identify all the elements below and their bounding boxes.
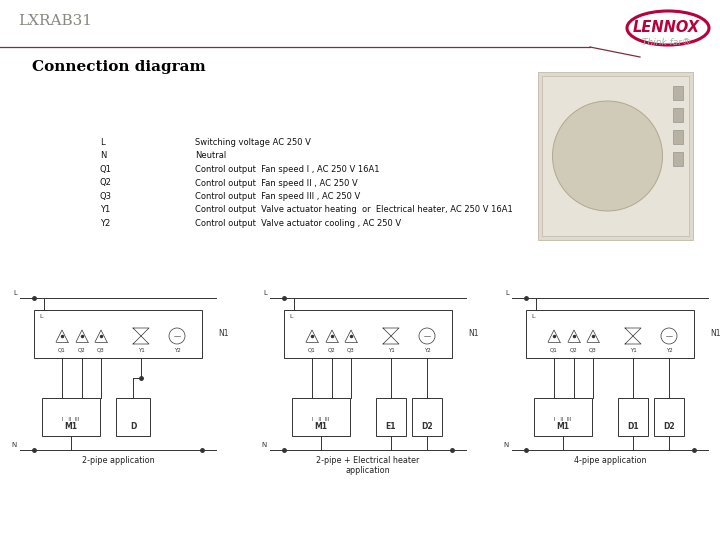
Text: LENNOX: LENNOX <box>632 20 700 35</box>
Text: Switching voltage AC 250 V: Switching voltage AC 250 V <box>195 138 311 147</box>
Text: Q3: Q3 <box>589 348 597 353</box>
Bar <box>618 398 648 436</box>
Text: Y1: Y1 <box>387 348 395 353</box>
Text: Y2: Y2 <box>174 348 181 353</box>
Circle shape <box>552 101 662 211</box>
Bar <box>284 310 452 358</box>
Text: M1: M1 <box>65 422 78 431</box>
Bar <box>116 398 150 436</box>
Text: I   II  III: I II III <box>312 417 330 422</box>
Text: E1: E1 <box>386 422 396 431</box>
Bar <box>42 398 100 436</box>
Text: M1: M1 <box>557 422 570 431</box>
Bar <box>376 398 406 436</box>
Text: I   II  III: I II III <box>63 417 80 422</box>
Text: D2: D2 <box>421 422 433 431</box>
Text: M1: M1 <box>315 422 328 431</box>
Text: Connection diagram: Connection diagram <box>32 60 206 74</box>
Text: Q1: Q1 <box>58 348 66 353</box>
Text: L: L <box>505 290 509 296</box>
Text: L: L <box>263 290 267 296</box>
Text: Q2: Q2 <box>78 348 86 353</box>
Text: Neutral: Neutral <box>195 152 226 160</box>
Text: N: N <box>262 442 267 448</box>
Text: Control output  Valve actuator heating  or  Electrical heater, AC 250 V 16A1: Control output Valve actuator heating or… <box>195 206 513 214</box>
Text: Y2: Y2 <box>100 219 110 228</box>
Text: N: N <box>100 152 107 160</box>
Text: N1: N1 <box>468 329 479 339</box>
Bar <box>673 108 683 122</box>
Text: D1: D1 <box>627 422 639 431</box>
Text: Control output  Fan speed I , AC 250 V 16A1: Control output Fan speed I , AC 250 V 16… <box>195 165 379 174</box>
Text: Y2: Y2 <box>423 348 431 353</box>
Text: D: D <box>130 422 136 431</box>
Text: Q1: Q1 <box>100 165 112 174</box>
Text: Y1: Y1 <box>100 206 110 214</box>
Bar <box>292 398 350 436</box>
Text: Y1: Y1 <box>629 348 636 353</box>
Text: Control output  Valve actuator cooling , AC 250 V: Control output Valve actuator cooling , … <box>195 219 401 228</box>
Text: Q1: Q1 <box>308 348 316 353</box>
Text: Q1: Q1 <box>550 348 558 353</box>
Text: L: L <box>100 138 104 147</box>
Bar <box>654 398 684 436</box>
Text: Think far®: Think far® <box>642 38 690 47</box>
Bar <box>534 398 592 436</box>
Text: 2-pipe application: 2-pipe application <box>81 456 154 465</box>
Text: Q3: Q3 <box>97 348 105 353</box>
Text: 4-pipe application: 4-pipe application <box>574 456 647 465</box>
Text: L: L <box>13 290 17 296</box>
Text: Y2: Y2 <box>665 348 672 353</box>
Text: Q3: Q3 <box>347 348 355 353</box>
Bar <box>673 86 683 100</box>
Text: L: L <box>39 314 42 319</box>
Bar <box>673 130 683 144</box>
Bar <box>673 152 683 166</box>
Bar <box>542 76 689 236</box>
Text: Q2: Q2 <box>100 179 112 187</box>
Text: Control output  Fan speed III , AC 250 V: Control output Fan speed III , AC 250 V <box>195 192 360 201</box>
Text: Control output  Fan speed II , AC 250 V: Control output Fan speed II , AC 250 V <box>195 179 358 187</box>
Text: L: L <box>531 314 534 319</box>
Text: I   II  III: I II III <box>554 417 572 422</box>
Text: N: N <box>504 442 509 448</box>
Text: 2-pipe + Electrical heater
application: 2-pipe + Electrical heater application <box>316 456 420 475</box>
Text: N: N <box>12 442 17 448</box>
Text: N1: N1 <box>218 329 228 339</box>
Text: Y1: Y1 <box>138 348 145 353</box>
Text: Q2: Q2 <box>328 348 336 353</box>
Text: Q3: Q3 <box>100 192 112 201</box>
Text: LXRAB31: LXRAB31 <box>18 14 92 28</box>
Bar <box>34 310 202 358</box>
Text: Q2: Q2 <box>570 348 578 353</box>
Bar <box>538 72 693 240</box>
Bar <box>526 310 694 358</box>
Bar <box>412 398 442 436</box>
Text: D2: D2 <box>663 422 675 431</box>
Text: N1: N1 <box>710 329 720 339</box>
Text: L: L <box>289 314 292 319</box>
